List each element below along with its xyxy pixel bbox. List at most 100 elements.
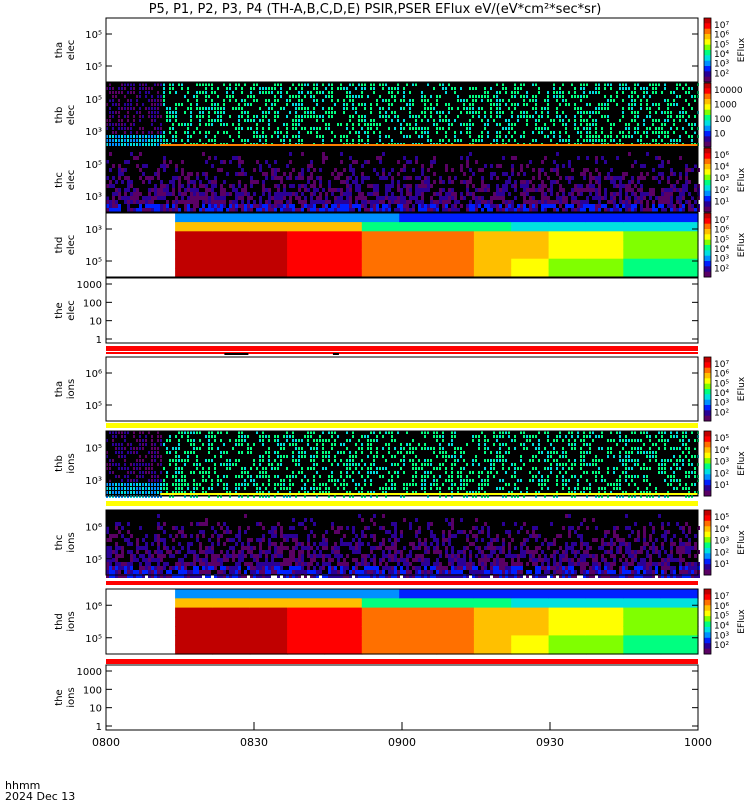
spectrogram-cell bbox=[694, 483, 696, 486]
spectrogram-cell bbox=[592, 204, 595, 208]
spectrogram-cell bbox=[514, 123, 516, 126]
spectrogram-cell bbox=[454, 192, 457, 196]
spectrogram-cell bbox=[136, 475, 138, 478]
spectrogram-cell bbox=[112, 443, 114, 446]
spectrogram-cell bbox=[142, 487, 144, 490]
colorbar-label: 10¹ bbox=[714, 197, 729, 207]
spectrogram-cell bbox=[277, 127, 279, 130]
spectrogram-cell bbox=[238, 459, 240, 462]
spectrogram-cell bbox=[184, 200, 187, 204]
spectrogram-cell bbox=[133, 115, 135, 118]
spectrogram-cell bbox=[616, 208, 619, 212]
spectrogram-cell bbox=[460, 196, 463, 200]
spectrogram-cell bbox=[130, 131, 132, 134]
spectrogram-cell bbox=[154, 172, 157, 176]
spectrogram-cell bbox=[133, 196, 136, 200]
spectrogram-cell bbox=[394, 487, 396, 490]
spectrogram-cell bbox=[319, 483, 321, 486]
spectrogram-cell bbox=[124, 467, 126, 470]
spectrogram-cell bbox=[643, 196, 646, 200]
spectrogram-cell bbox=[292, 451, 294, 454]
spectrogram-cell bbox=[466, 184, 469, 188]
colorbar-segment bbox=[704, 250, 711, 256]
spectrogram-cell bbox=[445, 208, 448, 212]
spectrogram-cell bbox=[601, 156, 604, 160]
spectrogram-cell bbox=[229, 99, 231, 102]
colorbar-segment bbox=[704, 405, 711, 411]
spectrogram-cell bbox=[361, 180, 364, 184]
spectrogram-cell bbox=[298, 123, 300, 126]
spectrogram-cell bbox=[400, 447, 402, 450]
spectrogram-cell bbox=[640, 447, 642, 450]
spectrogram-cell bbox=[595, 168, 598, 172]
spectrogram-cell bbox=[565, 435, 567, 438]
spectrogram-cell bbox=[454, 87, 456, 90]
spectrogram-cell bbox=[604, 87, 606, 90]
spectrogram-cell bbox=[676, 95, 678, 98]
spectrogram-cell bbox=[211, 180, 214, 184]
spectrogram-cell bbox=[688, 168, 691, 172]
spectrogram-cell bbox=[112, 176, 115, 180]
spectrogram-cell bbox=[166, 192, 169, 196]
spectrogram-cell bbox=[346, 463, 348, 466]
spectrogram-cell bbox=[634, 111, 636, 114]
y-tick-label: 10⁵ bbox=[85, 257, 102, 268]
spectrogram-cell bbox=[121, 168, 124, 172]
spectrogram-cell bbox=[625, 467, 627, 470]
spectrogram-cell bbox=[661, 139, 663, 142]
spectrogram-cell bbox=[679, 192, 682, 196]
spectrogram-cell bbox=[472, 139, 474, 142]
spectrogram-cell bbox=[316, 471, 318, 474]
spectrogram-cell bbox=[289, 208, 292, 212]
spectrogram-cell bbox=[508, 180, 511, 184]
spectrogram-cell bbox=[283, 139, 285, 142]
spectrogram-cell bbox=[163, 91, 165, 94]
flux-bar bbox=[106, 352, 698, 354]
spectrogram-cell bbox=[529, 471, 531, 474]
spectrogram-cell bbox=[535, 127, 537, 130]
spectrogram-cell bbox=[130, 491, 132, 494]
spectrogram-cell bbox=[487, 200, 490, 204]
spectrogram-cell bbox=[688, 439, 690, 442]
spectrogram-cell bbox=[157, 542, 160, 546]
colorbar-segment bbox=[704, 234, 711, 240]
spectrogram-cell bbox=[154, 99, 156, 102]
spectrogram-cell bbox=[643, 475, 645, 478]
colorbar-segment bbox=[704, 394, 711, 400]
spectrogram-cell bbox=[175, 447, 177, 450]
spectrogram-cell bbox=[472, 123, 474, 126]
spectrogram-cell bbox=[499, 208, 502, 212]
spectrogram-cell bbox=[664, 131, 666, 134]
spectrogram-cell bbox=[661, 213, 699, 223]
spectrogram-cell bbox=[460, 471, 462, 474]
spectrogram-cell bbox=[496, 103, 498, 106]
spectrogram-cell bbox=[430, 160, 433, 164]
spectrogram-cell bbox=[382, 487, 384, 490]
spectrogram-cell bbox=[196, 455, 198, 458]
spectrogram-cell bbox=[160, 139, 162, 142]
spectrogram-cell bbox=[583, 471, 585, 474]
spectrogram-cell bbox=[364, 107, 366, 110]
spectrogram-cell bbox=[571, 192, 574, 196]
spectrogram-cell bbox=[634, 196, 637, 200]
spectrogram-cell bbox=[340, 451, 342, 454]
spectrogram-cell bbox=[409, 135, 411, 138]
spectrogram-cell bbox=[583, 172, 586, 176]
spectrogram-cell bbox=[499, 111, 501, 114]
spectrogram-cell bbox=[658, 447, 660, 450]
spectrogram-cell bbox=[265, 467, 267, 470]
spectrogram-cell bbox=[277, 483, 279, 486]
spectrogram-cell bbox=[583, 439, 585, 442]
spectrogram-cell bbox=[349, 99, 351, 102]
colorbar-segment bbox=[704, 266, 711, 272]
spectrogram-cell bbox=[160, 180, 163, 184]
spectrogram-cell bbox=[499, 115, 501, 118]
spectrogram-cell bbox=[445, 471, 447, 474]
spectrogram-cell bbox=[178, 184, 181, 188]
spectrogram-cell bbox=[124, 439, 126, 442]
spectrogram-cell bbox=[520, 111, 522, 114]
spectrogram-cell bbox=[355, 95, 357, 98]
spectrogram-cell bbox=[289, 487, 291, 490]
spectrogram-cell bbox=[502, 111, 504, 114]
panel-background bbox=[106, 278, 698, 343]
